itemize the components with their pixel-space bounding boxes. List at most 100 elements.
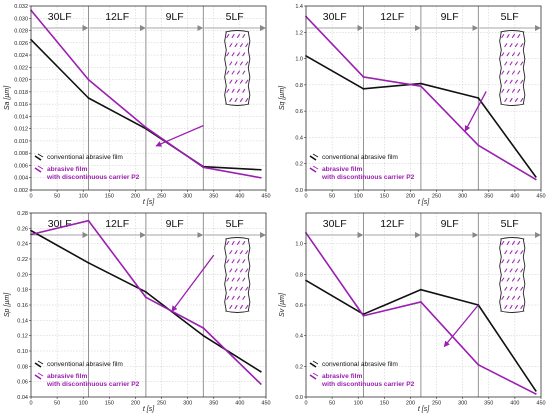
inset-grain-mark	[231, 88, 235, 93]
inset-grain-mark	[239, 61, 244, 66]
inset-grain-mark	[501, 52, 505, 57]
inset-grain-mark	[236, 70, 241, 75]
legend-swatch-conventional	[34, 362, 42, 368]
y-tick-label: 0.10	[17, 349, 28, 355]
inset-grain-mark	[239, 304, 244, 310]
x-axis-title: t [s]	[143, 406, 155, 413]
legend: conventional abrasive film abrasive filmw…	[309, 153, 415, 181]
x-tick-label: 0	[304, 194, 307, 200]
inset-grain-mark	[229, 286, 233, 291]
inset-grain-mark	[245, 250, 249, 255]
x-tick-label: 100	[79, 401, 88, 407]
inset-grain-mark	[517, 240, 521, 246]
inset-grain-mark	[520, 43, 524, 48]
inset-grain-mark	[234, 43, 238, 48]
inset-grain-mark	[501, 277, 505, 282]
data-point-discontinuous	[87, 219, 90, 222]
inset-film-sketch-icon	[224, 237, 251, 313]
x-tick-label: 400	[510, 194, 519, 200]
legend-label-discontinuous: abrasive film	[322, 166, 362, 173]
x-tick-label: 0	[29, 401, 32, 407]
x-tick-label: 300	[458, 401, 467, 407]
inset-grain-mark	[514, 304, 519, 310]
y-tick-label: 0.020	[14, 78, 28, 84]
x-tick-label: 350	[484, 194, 493, 200]
inset-grain-mark	[239, 286, 244, 291]
data-point-conventional	[259, 168, 262, 171]
inset-grain-mark	[242, 70, 246, 75]
inset-top-edge	[500, 30, 525, 33]
inset-grain-mark	[236, 33, 241, 39]
legend-swatch-arrow	[312, 360, 319, 365]
inset-grain-mark	[234, 79, 238, 84]
inset-grain-mark	[226, 70, 230, 75]
x-tick-label: 350	[484, 401, 493, 407]
y-tick-label: 0.8	[295, 272, 303, 278]
inset-top-edge	[500, 237, 525, 240]
inset-grain-mark	[236, 240, 241, 246]
inset-grain-mark	[229, 304, 233, 310]
data-point-discontinuous	[144, 126, 147, 129]
legend-swatch-conventional	[34, 155, 42, 161]
inset-right-edge	[247, 31, 251, 105]
inset-grain-mark	[504, 268, 508, 273]
data-point-discontinuous	[362, 76, 365, 78]
legend-swatch-discontinuous	[309, 374, 317, 380]
data-point-conventional	[87, 261, 90, 264]
y-tick-label: 0.20	[17, 272, 28, 278]
inset-grain-mark	[514, 43, 519, 48]
x-axis-title: t [s]	[143, 199, 155, 206]
inset-grain-mark	[509, 268, 513, 273]
x-tick-label: 400	[510, 401, 519, 407]
y-tick-label: 0.002	[14, 188, 28, 194]
y-tick-label: 1.4	[295, 4, 303, 10]
y-tick-label: 0.2	[295, 162, 303, 168]
y-tick-label: 0.18	[17, 288, 28, 294]
inset-grain-mark	[229, 250, 233, 255]
x-tick-label: 250	[432, 401, 441, 407]
data-point-discontinuous	[362, 314, 365, 317]
inset-grain-mark	[242, 33, 246, 39]
y-tick-label: 0.004	[14, 176, 28, 182]
y-tick-label: 0.018	[14, 90, 28, 96]
inset-grain-mark	[520, 79, 524, 84]
legend-swatch-arrow	[37, 372, 44, 377]
inset-grain-mark	[245, 97, 249, 103]
inset-grain-mark	[226, 52, 230, 57]
y-tick-label: 0.4	[295, 334, 303, 340]
y-tick-label: 0.08	[17, 364, 28, 370]
x-tick-label: 50	[329, 401, 335, 407]
data-point-conventional	[362, 87, 365, 90]
inset-right-edge	[522, 238, 526, 312]
y-tick-label: 0.06	[17, 380, 28, 386]
inset-left-edge	[499, 238, 502, 312]
y-tick-label: 0.006	[14, 163, 28, 169]
stage-label: 12LF	[105, 218, 129, 230]
inset-grain-mark	[234, 268, 238, 273]
stage-label: 5LF	[226, 218, 244, 230]
inset-grain-mark	[239, 97, 244, 103]
x-tick-label: 0	[304, 401, 307, 407]
inset-grain-mark	[236, 277, 241, 282]
x-tick-label: 50	[54, 401, 60, 407]
inset-grain-mark	[242, 52, 246, 57]
chart-panel-4: 30LF 12LF 9LF 5LF 0 50 100 150 200 250 300 350 400 45…	[279, 212, 546, 413]
inset-right-edge	[247, 238, 251, 312]
y-tick-label: 0.26	[17, 226, 28, 232]
inset-grain-mark	[234, 61, 238, 66]
y-tick-label: 0.0	[295, 395, 303, 401]
inset-grain-mark	[229, 61, 233, 66]
inset-grain-mark	[501, 240, 505, 246]
x-tick-label: 300	[183, 194, 192, 200]
inset-top-edge	[225, 30, 250, 33]
y-tick-label: 0.028	[14, 29, 28, 35]
x-tick-label: 250	[157, 401, 166, 407]
y-axis-title: Sq [µm]	[279, 85, 286, 110]
inset-grain-mark	[509, 286, 513, 291]
inset-grain-mark	[226, 259, 230, 264]
legend-label-conventional: conventional abrasive film	[322, 361, 398, 368]
inset-grain-mark	[501, 295, 505, 300]
stage-label: 12LF	[105, 11, 129, 23]
inset-grain-mark	[245, 61, 249, 66]
